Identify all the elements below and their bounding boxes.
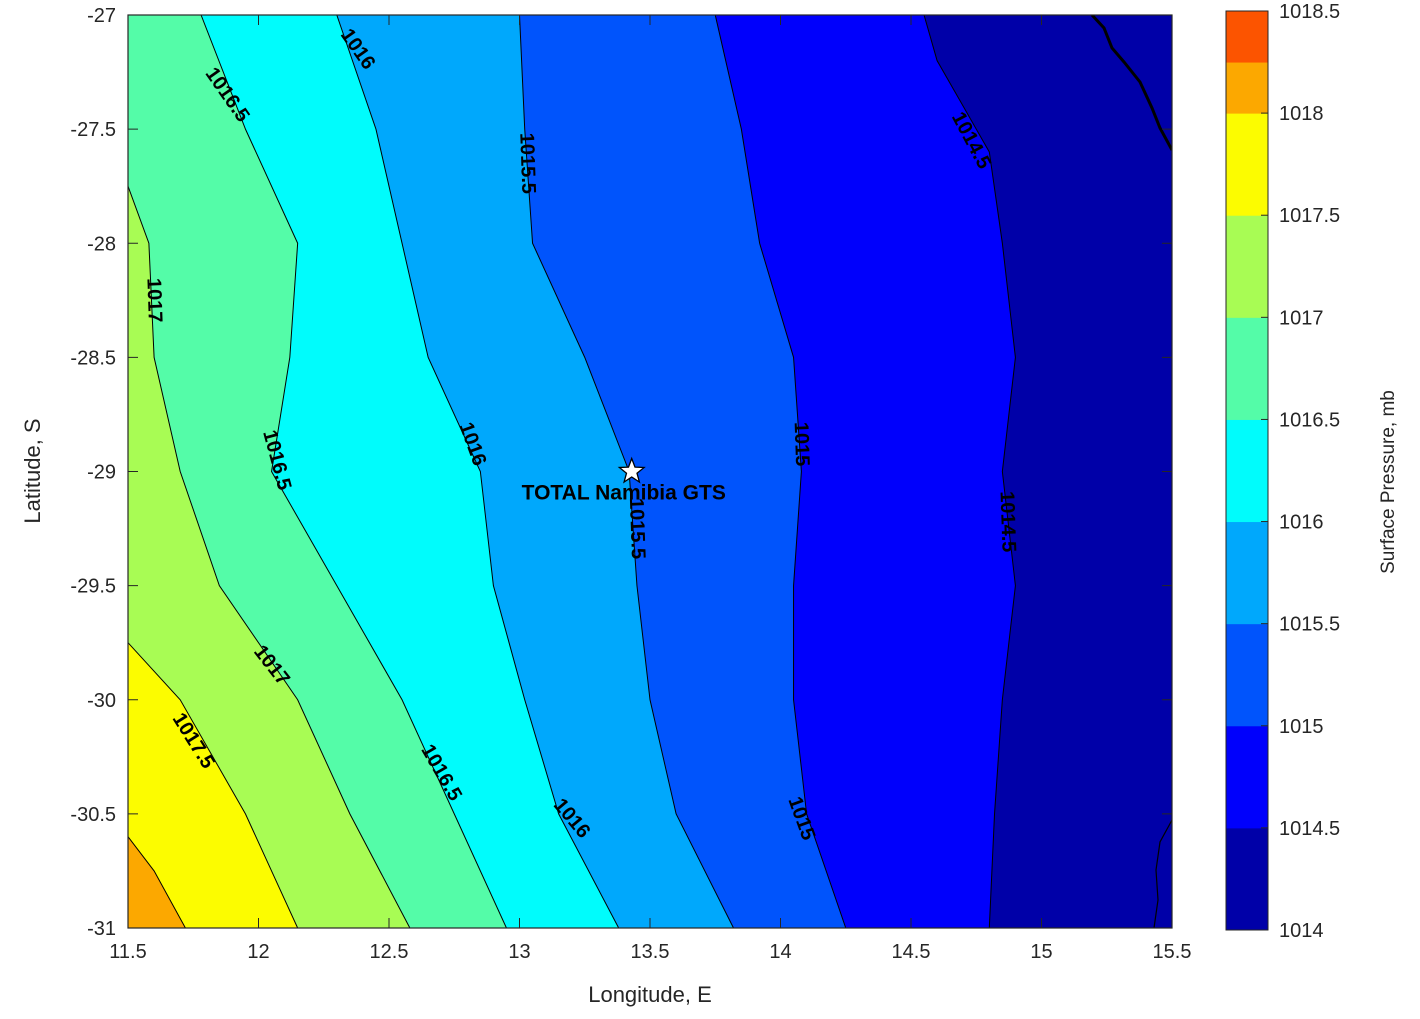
contour-line-1016 [336, 15, 620, 928]
colorbar-segment [1226, 62, 1268, 114]
x-tick-label: 13.5 [631, 941, 670, 963]
coastline [1090, 15, 1172, 928]
contour-lines [128, 15, 1016, 928]
colorbar-tick-label: 1014 [1279, 920, 1324, 942]
colorbar-tick-label: 1014.5 [1279, 818, 1340, 840]
y-tick-label: -29.5 [70, 576, 116, 598]
coastline-path-south [1153, 819, 1172, 928]
colorbar-segment [1226, 674, 1268, 727]
band-above-1017.5 [128, 642, 298, 928]
x-tick-label: 12 [247, 941, 269, 963]
y-tick-label: -29 [87, 462, 116, 484]
colorbar-tick-label: 1015.5 [1279, 614, 1340, 636]
y-tick-label: -28.5 [70, 347, 116, 369]
y-tick-label: -27 [87, 5, 116, 27]
contour-label: 1015.5 [625, 498, 649, 560]
colorbar-segment [1226, 368, 1268, 420]
colorbar-tick-label: 1017 [1279, 307, 1324, 329]
x-tick-label: 12.5 [370, 941, 409, 963]
colorbar-tick-label: 1018.5 [1279, 1, 1340, 23]
colorbar-label: Surface Pressure, mb [1378, 390, 1399, 574]
colorbar-segment [1226, 11, 1268, 63]
colorbar-segment [1226, 725, 1268, 778]
coastline-path [1090, 15, 1172, 151]
y-tick-label: -28 [87, 233, 116, 255]
y-tick-label: -31 [87, 918, 116, 940]
x-axis-ticks: 11.5 12 12.5 13 13.5 14 14.5 15 15.5 [109, 15, 1191, 963]
y-tick-label: -30 [87, 690, 116, 712]
colorbar-segment [1226, 776, 1268, 829]
y-tick-label: -27.5 [70, 119, 116, 141]
colorbar-segment [1226, 215, 1268, 267]
colorbar: 1014 1014.5 1015 1015.5 1016 1016.5 1017 1017.5… [1225, 1, 1340, 942]
colorbar-segment [1226, 827, 1268, 880]
band-below-1014.5 [924, 15, 1172, 928]
colorbar-segment [1226, 317, 1268, 369]
contour-line-1016.5 [200, 15, 507, 928]
contour-line-1017 [128, 186, 411, 928]
contour-line-1015 [714, 15, 847, 928]
x-tick-label: 15 [1030, 941, 1052, 963]
contour-line-1017.5 [128, 642, 299, 928]
y-axis-label: Latitude, S [20, 418, 45, 523]
star-icon [617, 456, 646, 484]
site-label: TOTAL Namibia GTS [522, 482, 726, 505]
colorbar-segment [1226, 470, 1268, 523]
contour-label: 1015.5 [515, 132, 539, 194]
colorbar-segment [1226, 878, 1268, 931]
colorbar-segment [1226, 113, 1268, 165]
contour-label: 1014.5 [996, 491, 1020, 553]
x-tick-label: 15.5 [1153, 941, 1192, 963]
x-tick-label: 14 [769, 941, 791, 963]
colorbar-tick-label: 1015 [1279, 716, 1324, 738]
contour-label: 1015 [790, 421, 814, 466]
colorbar-tick-label: 1016 [1279, 512, 1324, 534]
x-axis-label: Longitude, E [588, 982, 712, 1007]
colorbar-tick-label: 1017.5 [1279, 205, 1340, 227]
colorbar-segment [1226, 572, 1268, 625]
colorbar-segment [1226, 419, 1268, 471]
contour-line-1014.5 [923, 15, 1016, 928]
site-marker: TOTAL Namibia GTS [522, 456, 726, 505]
y-tick-label: -30.5 [70, 804, 116, 826]
y-axis-ticks: -27 -27.5 -28 -28.5 -29 -29.5 -30 -30.5 -31 [70, 5, 1172, 940]
colorbar-segment [1226, 266, 1268, 318]
contour-line-1018 [128, 836, 186, 928]
pressure-bands [128, 15, 1172, 928]
x-tick-label: 11.5 [109, 941, 146, 963]
colorbar-frame [1225, 10, 1269, 931]
colorbar-segment [1226, 521, 1268, 574]
band-above-1018 [128, 836, 186, 928]
colorbar-segment [1226, 164, 1268, 216]
contour-label: 1017 [142, 278, 166, 323]
colorbar-tick-label: 1018 [1279, 103, 1324, 125]
x-tick-label: 13 [508, 941, 530, 963]
x-tick-label: 14.5 [892, 941, 931, 963]
colorbar-segment [1226, 623, 1268, 676]
colorbar-tick-label: 1016.5 [1279, 409, 1340, 431]
